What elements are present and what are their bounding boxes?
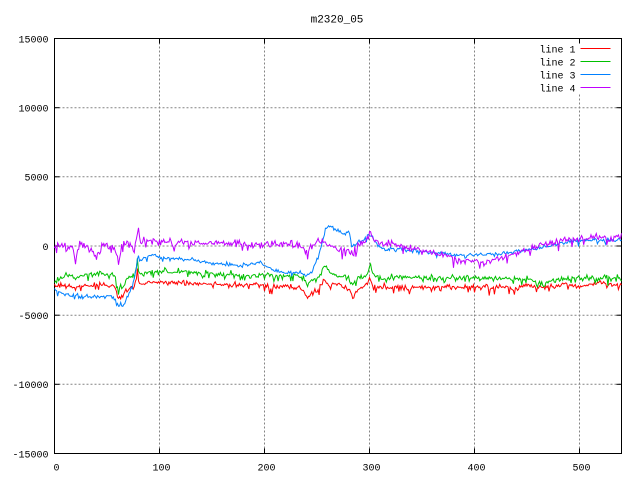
svg-text:line 4: line 4: [539, 83, 575, 95]
svg-text:0: 0: [53, 464, 59, 475]
svg-text:300: 300: [362, 464, 380, 475]
svg-text:-15000: -15000: [12, 450, 48, 461]
svg-text:15000: 15000: [18, 35, 48, 46]
svg-text:5000: 5000: [24, 174, 48, 185]
svg-text:500: 500: [572, 464, 590, 475]
svg-text:line 2: line 2: [539, 57, 575, 69]
svg-text:10000: 10000: [18, 105, 48, 116]
svg-text:line 3: line 3: [539, 70, 575, 82]
svg-text:0: 0: [42, 243, 48, 254]
svg-text:-10000: -10000: [12, 381, 48, 392]
svg-text:400: 400: [467, 464, 485, 475]
svg-text:100: 100: [152, 464, 170, 475]
svg-text:m2320_05: m2320_05: [311, 15, 364, 27]
svg-text:line 1: line 1: [539, 44, 575, 56]
svg-text:-5000: -5000: [18, 312, 48, 323]
svg-text:200: 200: [257, 464, 275, 475]
